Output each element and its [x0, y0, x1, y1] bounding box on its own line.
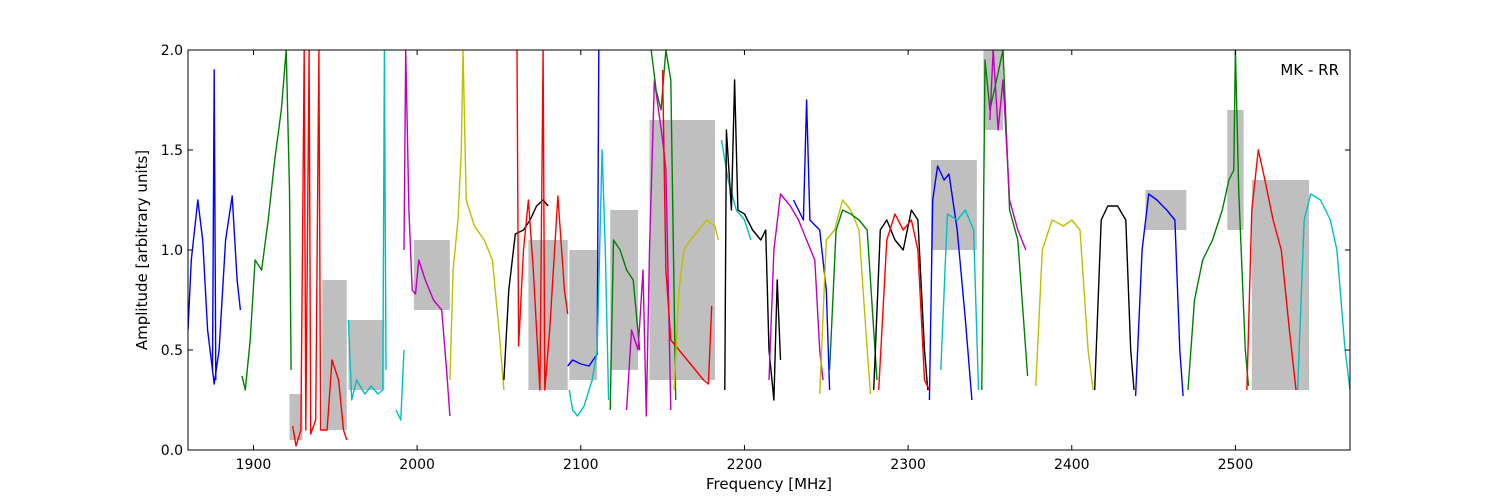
series-line-22: [828, 209, 878, 381]
y-tick-label: 1.0: [161, 243, 183, 259]
series-line-10: [567, 50, 600, 367]
background-band-2: [348, 320, 385, 390]
background-band-1: [322, 280, 347, 430]
series-line-25: [928, 165, 973, 401]
series-line-28: [989, 50, 1027, 251]
background-band-3: [413, 240, 450, 310]
background-band-12: [1251, 180, 1310, 390]
series-layer: [188, 50, 1350, 447]
y-axis-ticks: 0.0 0.5 1.0 1.5 2.0: [161, 43, 1350, 459]
series-line-31: [1134, 193, 1184, 397]
series-line-20: [792, 99, 831, 391]
series-line-18: [724, 79, 782, 401]
series-line-2: [241, 50, 292, 391]
x-axis-label: Frequency [MHz]: [706, 475, 832, 493]
y-tick-label: 0.0: [161, 443, 183, 459]
x-tick-label: 2000: [399, 457, 435, 473]
series-line-32: [1187, 50, 1250, 391]
background-band-7: [649, 120, 715, 380]
chart-annotation: MK - RR: [1280, 61, 1339, 79]
x-axis-ticks: 1900 2000 2100 2200 2300 2400 2500: [236, 50, 1254, 473]
x-tick-label: 2400: [1054, 457, 1090, 473]
series-line-33: [1246, 149, 1297, 391]
x-tick-label: 2100: [563, 457, 599, 473]
y-tick-label: 0.5: [161, 343, 183, 359]
series-line-0: [188, 195, 242, 385]
series-line-9: [516, 50, 569, 391]
series-line-12: [609, 239, 641, 411]
y-axis-label: Amplitude [arbitrary units]: [133, 150, 151, 350]
background-band-11: [1227, 110, 1244, 230]
series-line-27: [981, 50, 1029, 391]
series-line-24: [878, 213, 931, 391]
background-band-4: [528, 240, 568, 390]
y-tick-label: 2.0: [161, 43, 183, 59]
series-line-7: [449, 50, 505, 391]
series-line-4: [347, 50, 387, 401]
series-line-5: [395, 349, 405, 421]
series-line-21: [819, 199, 872, 395]
series-line-23: [873, 209, 929, 391]
y-tick-label: 1.5: [161, 143, 183, 159]
series-line-11: [568, 149, 610, 417]
series-line-6: [403, 50, 451, 417]
series-line-1: [211, 69, 217, 381]
x-tick-label: 2200: [727, 457, 763, 473]
series-line-30: [1094, 205, 1135, 391]
series-line-3: [292, 50, 348, 447]
x-tick-label: 2300: [890, 457, 926, 473]
series-line-15: [661, 69, 713, 385]
background-band-5: [569, 250, 598, 380]
series-line-26: [940, 209, 980, 391]
series-line-34: [1296, 193, 1350, 391]
series-line-19: [768, 193, 824, 381]
series-line-29: [1035, 219, 1094, 391]
series-line-16: [673, 219, 719, 391]
x-tick-label: 2500: [1218, 457, 1254, 473]
x-tick-label: 1900: [236, 457, 272, 473]
